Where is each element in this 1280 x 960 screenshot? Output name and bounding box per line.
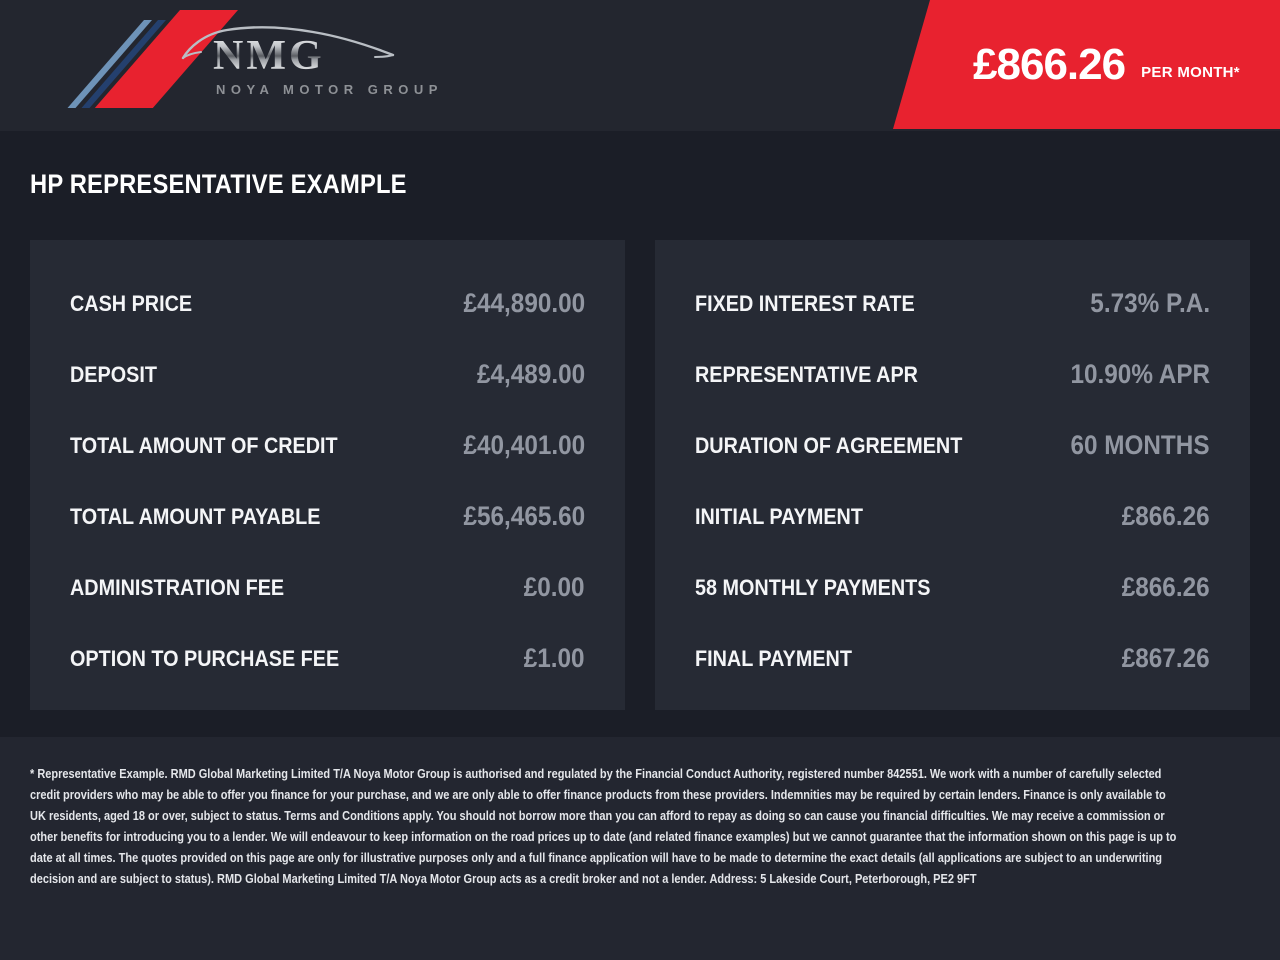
header: NMG NOYA MOTOR GROUP £866.26 PER MONTH* [0,0,1280,131]
finance-row: CASH PRICE £44,890.00 [70,288,585,319]
finance-row-label: CASH PRICE [70,290,193,316]
finance-row-value: £0.00 [524,572,585,602]
price-period: PER MONTH* [1141,64,1240,81]
main-content: HP REPRESENTATIVE EXAMPLE CASH PRICE £44… [0,131,1280,737]
finance-row-label: FINAL PAYMENT [695,645,852,671]
finance-row-value: 60 MONTHS [1070,430,1210,460]
page-title: HP REPRESENTATIVE EXAMPLE [30,169,407,199]
footer: * Representative Example. RMD Global Mar… [0,737,1280,960]
finance-row: 58 MONTHLY PAYMENTS £866.26 [695,572,1210,603]
finance-row-value: £866.26 [1122,501,1210,531]
finance-row-label: OPTION TO PURCHASE FEE [70,645,340,671]
finance-row: FIXED INTEREST RATE 5.73% P.A. [695,288,1210,319]
finance-row: TOTAL AMOUNT PAYABLE £56,465.60 [70,501,585,532]
finance-row: DEPOSIT £4,489.00 [70,359,585,390]
finance-row-label: TOTAL AMOUNT OF CREDIT [70,432,338,458]
legal-disclaimer: * Representative Example. RMD Global Mar… [30,767,1177,886]
finance-panel-left: CASH PRICE £44,890.00 DEPOSIT £4,489.00 … [30,240,625,710]
finance-row-label: DEPOSIT [70,361,157,387]
finance-row-label: DURATION OF AGREEMENT [695,432,963,458]
finance-row-value: 5.73% P.A. [1090,288,1210,318]
finance-row-value: £867.26 [1122,643,1210,673]
car-silhouette-icon [181,26,395,60]
finance-row: OPTION TO PURCHASE FEE £1.00 [70,643,585,674]
finance-row-value: £866.26 [1122,572,1210,602]
finance-row: DURATION OF AGREEMENT 60 MONTHS [695,430,1210,461]
finance-panel-right: FIXED INTEREST RATE 5.73% P.A. REPRESENT… [655,240,1250,710]
finance-row: REPRESENTATIVE APR 10.90% APR [695,359,1210,390]
finance-row-value: £56,465.60 [463,501,585,531]
finance-row: FINAL PAYMENT £867.26 [695,643,1210,674]
logo-abbr-text: NMG [213,33,325,79]
finance-row-value: £1.00 [524,643,585,673]
finance-panels: CASH PRICE £44,890.00 DEPOSIT £4,489.00 … [30,240,1250,710]
finance-row: ADMINISTRATION FEE £0.00 [70,572,585,603]
finance-row-value: £4,489.00 [476,359,585,389]
finance-row-label: TOTAL AMOUNT PAYABLE [70,503,321,529]
nmg-logo: NMG NOYA MOTOR GROUP [67,8,437,108]
price-amount: £866.26 [973,39,1126,89]
finance-row-label: INITIAL PAYMENT [695,503,863,529]
finance-row-label: REPRESENTATIVE APR [695,361,918,387]
finance-row: TOTAL AMOUNT OF CREDIT £40,401.00 [70,430,585,461]
finance-row-value: 10.90% APR [1070,359,1210,389]
finance-row-value: £40,401.00 [463,430,585,460]
finance-row: INITIAL PAYMENT £866.26 [695,501,1210,532]
finance-row-value: £44,890.00 [463,288,585,318]
finance-row-label: FIXED INTEREST RATE [695,290,915,316]
finance-row-label: 58 MONTHLY PAYMENTS [695,574,931,600]
price-banner: £866.26 PER MONTH* [893,0,1280,129]
finance-row-label: ADMINISTRATION FEE [70,574,285,600]
logo-name-text: NOYA MOTOR GROUP [216,82,443,97]
